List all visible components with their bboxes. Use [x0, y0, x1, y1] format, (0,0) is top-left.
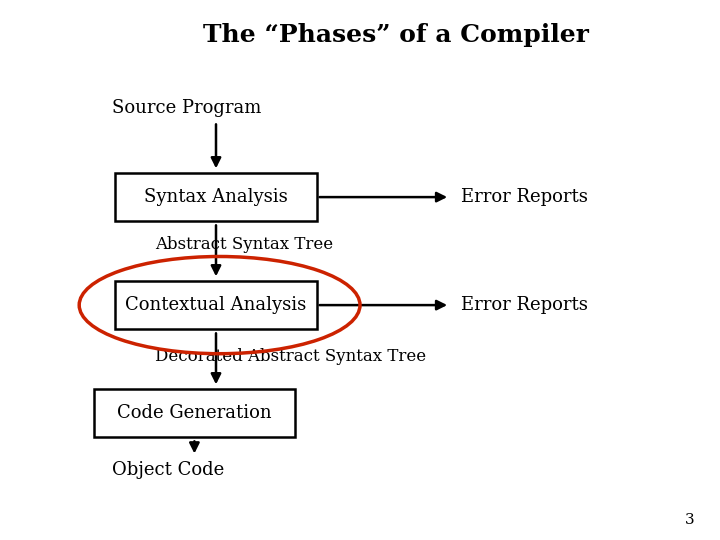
Text: Syntax Analysis: Syntax Analysis	[144, 188, 288, 206]
Text: Source Program: Source Program	[112, 99, 261, 117]
FancyBboxPatch shape	[94, 389, 295, 437]
Text: Error Reports: Error Reports	[461, 296, 588, 314]
Text: Error Reports: Error Reports	[461, 188, 588, 206]
Text: 3: 3	[685, 512, 695, 526]
Text: Abstract Syntax Tree: Abstract Syntax Tree	[155, 235, 333, 253]
FancyBboxPatch shape	[115, 281, 317, 329]
Text: The “Phases” of a Compiler: The “Phases” of a Compiler	[203, 23, 589, 47]
Text: Object Code: Object Code	[112, 461, 224, 479]
Text: Contextual Analysis: Contextual Analysis	[125, 296, 307, 314]
FancyBboxPatch shape	[115, 173, 317, 221]
Text: Decorated Abstract Syntax Tree: Decorated Abstract Syntax Tree	[155, 348, 426, 365]
Text: Code Generation: Code Generation	[117, 404, 271, 422]
